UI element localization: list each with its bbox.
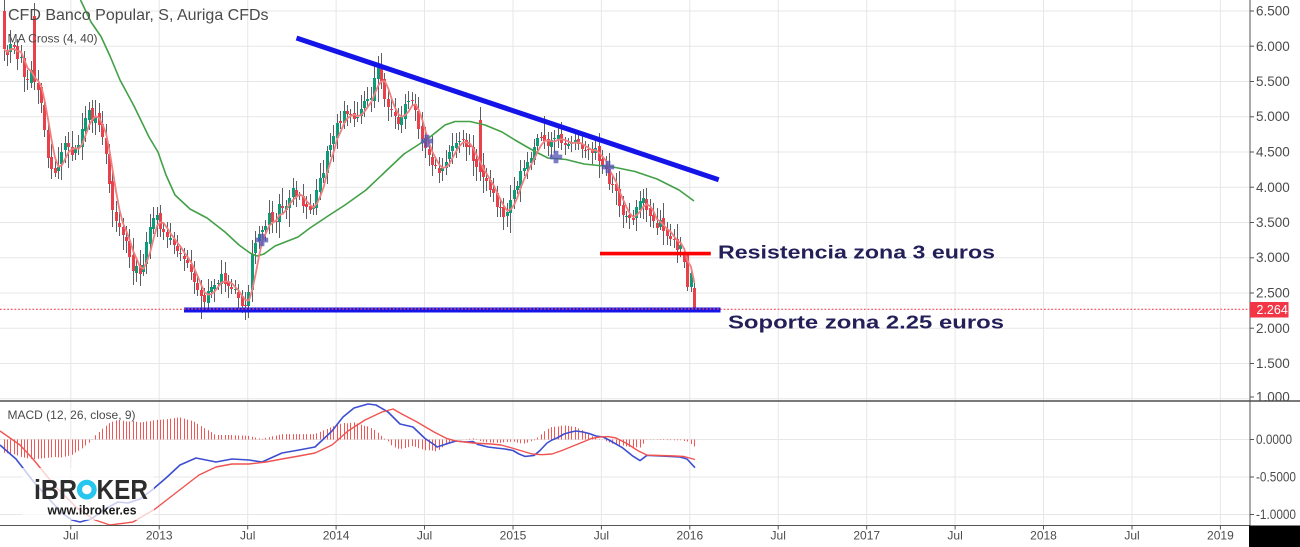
- svg-text:Jul: Jul: [417, 529, 432, 543]
- svg-text:4.000: 4.000: [1256, 180, 1290, 195]
- svg-text:4.500: 4.500: [1256, 145, 1290, 160]
- svg-text:2016: 2016: [676, 529, 703, 543]
- svg-text:5.000: 5.000: [1256, 109, 1290, 124]
- svg-text:0.0000: 0.0000: [1256, 432, 1292, 447]
- svg-text:Jul: Jul: [63, 529, 78, 543]
- svg-text:Jul: Jul: [1124, 529, 1139, 543]
- svg-text:Soporte zona 2.25 euros: Soporte zona 2.25 euros: [728, 311, 1004, 332]
- svg-text:5.500: 5.500: [1256, 74, 1290, 89]
- svg-text:CFD Banco Popular, S, Auriga C: CFD Banco Popular, S, Auriga CFDs: [8, 7, 269, 24]
- svg-text:KER: KER: [97, 474, 149, 505]
- svg-text:2015: 2015: [500, 529, 527, 543]
- svg-text:MA Cross (4, 40): MA Cross (4, 40): [8, 32, 98, 46]
- svg-text:Resistencia zona 3 euros: Resistencia zona 3 euros: [718, 242, 995, 263]
- svg-text:iBR: iBR: [34, 474, 77, 505]
- svg-text:MACD (12, 26, close, 9): MACD (12, 26, close, 9): [8, 408, 136, 422]
- svg-text:3.500: 3.500: [1256, 215, 1290, 230]
- svg-text:2017: 2017: [853, 529, 880, 543]
- svg-text:Jul: Jul: [947, 529, 962, 543]
- svg-text:3.000: 3.000: [1256, 250, 1290, 265]
- svg-text:2014: 2014: [323, 529, 350, 543]
- svg-text:2013: 2013: [146, 529, 173, 543]
- svg-text:1.000: 1.000: [1256, 390, 1290, 405]
- svg-text:2018: 2018: [1030, 529, 1057, 543]
- svg-text:2.500: 2.500: [1256, 286, 1290, 301]
- svg-text:6.500: 6.500: [1256, 4, 1290, 19]
- svg-text:Jul: Jul: [594, 529, 609, 543]
- svg-text:Jul: Jul: [771, 529, 786, 543]
- svg-text:2019: 2019: [1207, 529, 1234, 543]
- svg-text:-1.0000: -1.0000: [1256, 507, 1296, 522]
- svg-text:Jul: Jul: [240, 529, 255, 543]
- svg-text:2.264: 2.264: [1257, 303, 1288, 317]
- svg-text:6.000: 6.000: [1256, 39, 1290, 54]
- svg-text:-0.5000: -0.5000: [1256, 470, 1296, 485]
- svg-text:2.000: 2.000: [1256, 321, 1290, 336]
- svg-text:www.ibroker.es: www.ibroker.es: [47, 503, 137, 518]
- svg-text:1.500: 1.500: [1256, 356, 1290, 371]
